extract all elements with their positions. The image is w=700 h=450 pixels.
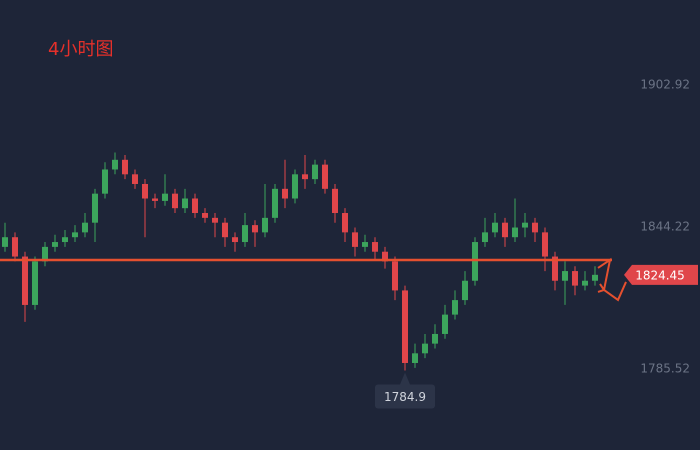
candle-body bbox=[32, 261, 38, 305]
candle-body bbox=[382, 251, 388, 262]
candle-body bbox=[252, 225, 258, 233]
candle-body bbox=[362, 242, 368, 247]
candle-body bbox=[202, 213, 208, 218]
candle-body bbox=[422, 343, 428, 354]
candle-body bbox=[402, 290, 408, 363]
candle-body bbox=[512, 227, 518, 238]
candle-body bbox=[502, 222, 508, 238]
candle-body bbox=[432, 333, 438, 344]
candle-body bbox=[72, 232, 78, 238]
candle-body bbox=[392, 261, 398, 291]
chart-title: 4小时图 bbox=[48, 39, 113, 60]
candle-body bbox=[572, 271, 578, 286]
candle-body bbox=[62, 237, 68, 243]
candle-body bbox=[292, 174, 298, 199]
candle-body bbox=[82, 222, 88, 233]
y-tick-label: 1844.22 bbox=[640, 219, 690, 233]
last-price-box bbox=[624, 264, 698, 285]
low-box bbox=[375, 384, 435, 409]
candle-body bbox=[12, 237, 18, 257]
candle-body bbox=[582, 280, 588, 286]
candle-body bbox=[92, 193, 98, 223]
candle-body bbox=[242, 225, 248, 243]
candle-body bbox=[152, 198, 158, 201]
candle-body bbox=[372, 242, 378, 252]
candle-body bbox=[522, 222, 528, 228]
candle-body bbox=[262, 217, 268, 233]
candle-body bbox=[22, 256, 28, 305]
candle-body bbox=[452, 300, 458, 315]
candle-body bbox=[112, 159, 118, 170]
candle-body bbox=[192, 198, 198, 214]
candle-body bbox=[592, 274, 598, 281]
candle-body bbox=[462, 280, 468, 301]
last-price-label: 1824.45 bbox=[635, 268, 685, 282]
low-pointer bbox=[400, 372, 410, 385]
candle-body bbox=[412, 353, 418, 363]
candle-body bbox=[492, 222, 498, 233]
candle-body bbox=[312, 164, 318, 180]
candle-body bbox=[122, 159, 128, 175]
candle-body bbox=[542, 232, 548, 257]
candle-body bbox=[142, 183, 148, 199]
candle-body bbox=[132, 174, 138, 184]
candle-body bbox=[282, 188, 288, 199]
candle-body bbox=[182, 198, 188, 209]
candle-body bbox=[482, 232, 488, 243]
candle-body bbox=[552, 256, 558, 281]
candle-body bbox=[2, 237, 8, 247]
candle-body bbox=[52, 242, 58, 247]
candle-body bbox=[352, 232, 358, 247]
candle-body bbox=[532, 222, 538, 233]
candle-body bbox=[332, 188, 338, 214]
low-label: 1784.9 bbox=[384, 390, 426, 404]
candle-body bbox=[162, 193, 168, 201]
candle-body bbox=[322, 164, 328, 189]
candle-body bbox=[302, 174, 308, 180]
candle-body bbox=[172, 193, 178, 209]
candle-body bbox=[212, 217, 218, 223]
candle-body bbox=[272, 188, 278, 218]
arrow bbox=[597, 257, 627, 302]
candle-body bbox=[562, 271, 568, 281]
candle-body bbox=[42, 246, 48, 262]
candle-body bbox=[472, 242, 478, 281]
candle-body bbox=[102, 169, 108, 194]
candle-body bbox=[232, 237, 238, 243]
candle-body bbox=[342, 213, 348, 233]
y-tick-label: 1902.92 bbox=[640, 78, 690, 92]
candle-body bbox=[222, 222, 228, 238]
candle-body bbox=[442, 314, 448, 334]
y-tick-label: 1785.52 bbox=[640, 361, 690, 375]
